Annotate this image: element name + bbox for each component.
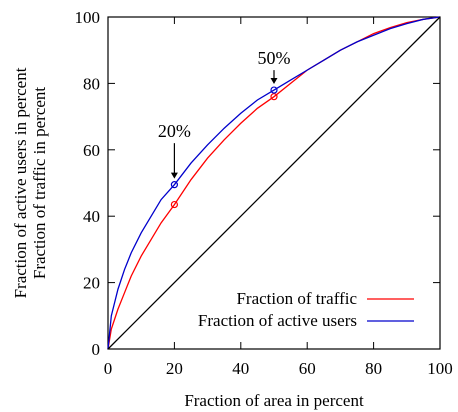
annotation-arrowhead-1 [270,78,278,85]
x-tick-label-0: 0 [104,359,113,378]
series-line-fraction-of-active-users [107,16,441,350]
y-axis-label-line-2: Fraction of traffic in percent [30,87,49,280]
annotation-arrowhead-0 [170,172,178,179]
annotations: 20% 50% [158,48,291,179]
plot-frame [107,16,441,350]
diagonal-reference-line [107,16,441,350]
y-tick-label-4: 80 [83,74,100,93]
highlight-marker-3 [270,86,278,94]
x-tick-label-1: 20 [166,359,183,378]
x-tick-label-5: 100 [427,359,453,378]
series-line-fraction-of-traffic [107,16,441,350]
x-tick-label-4: 80 [365,359,382,378]
axis-ticks: 0 20 40 60 80 100 0 20 40 60 80 100 [75,8,453,378]
y-tick-label-0: 0 [92,340,101,359]
axis-labels: Fraction of area in percent Fraction of a… [11,67,364,410]
y-tick-label-1: 20 [83,274,100,293]
series-lines [107,16,441,350]
highlight-marker-0 [170,200,178,209]
legend: Fraction of traffic Fraction of active us… [198,289,414,330]
legend-label-1: Fraction of active users [198,311,357,330]
annotation-label-1: 50% [258,48,291,68]
x-axis-label: Fraction of area in percent [184,391,364,410]
highlight-markers [170,86,278,209]
y-tick-label-3: 60 [83,141,100,160]
annotation-label-0: 20% [158,121,191,141]
y-axis-label-line-1: Fraction of active users in percent [11,67,30,298]
y-tick-label-2: 40 [83,207,100,226]
y-tick-label-5: 100 [75,8,101,27]
x-tick-label-2: 40 [232,359,249,378]
highlight-marker-2 [270,93,278,101]
highlight-marker-1 [170,181,178,189]
legend-label-0: Fraction of traffic [236,289,357,308]
x-tick-label-3: 60 [299,359,316,378]
